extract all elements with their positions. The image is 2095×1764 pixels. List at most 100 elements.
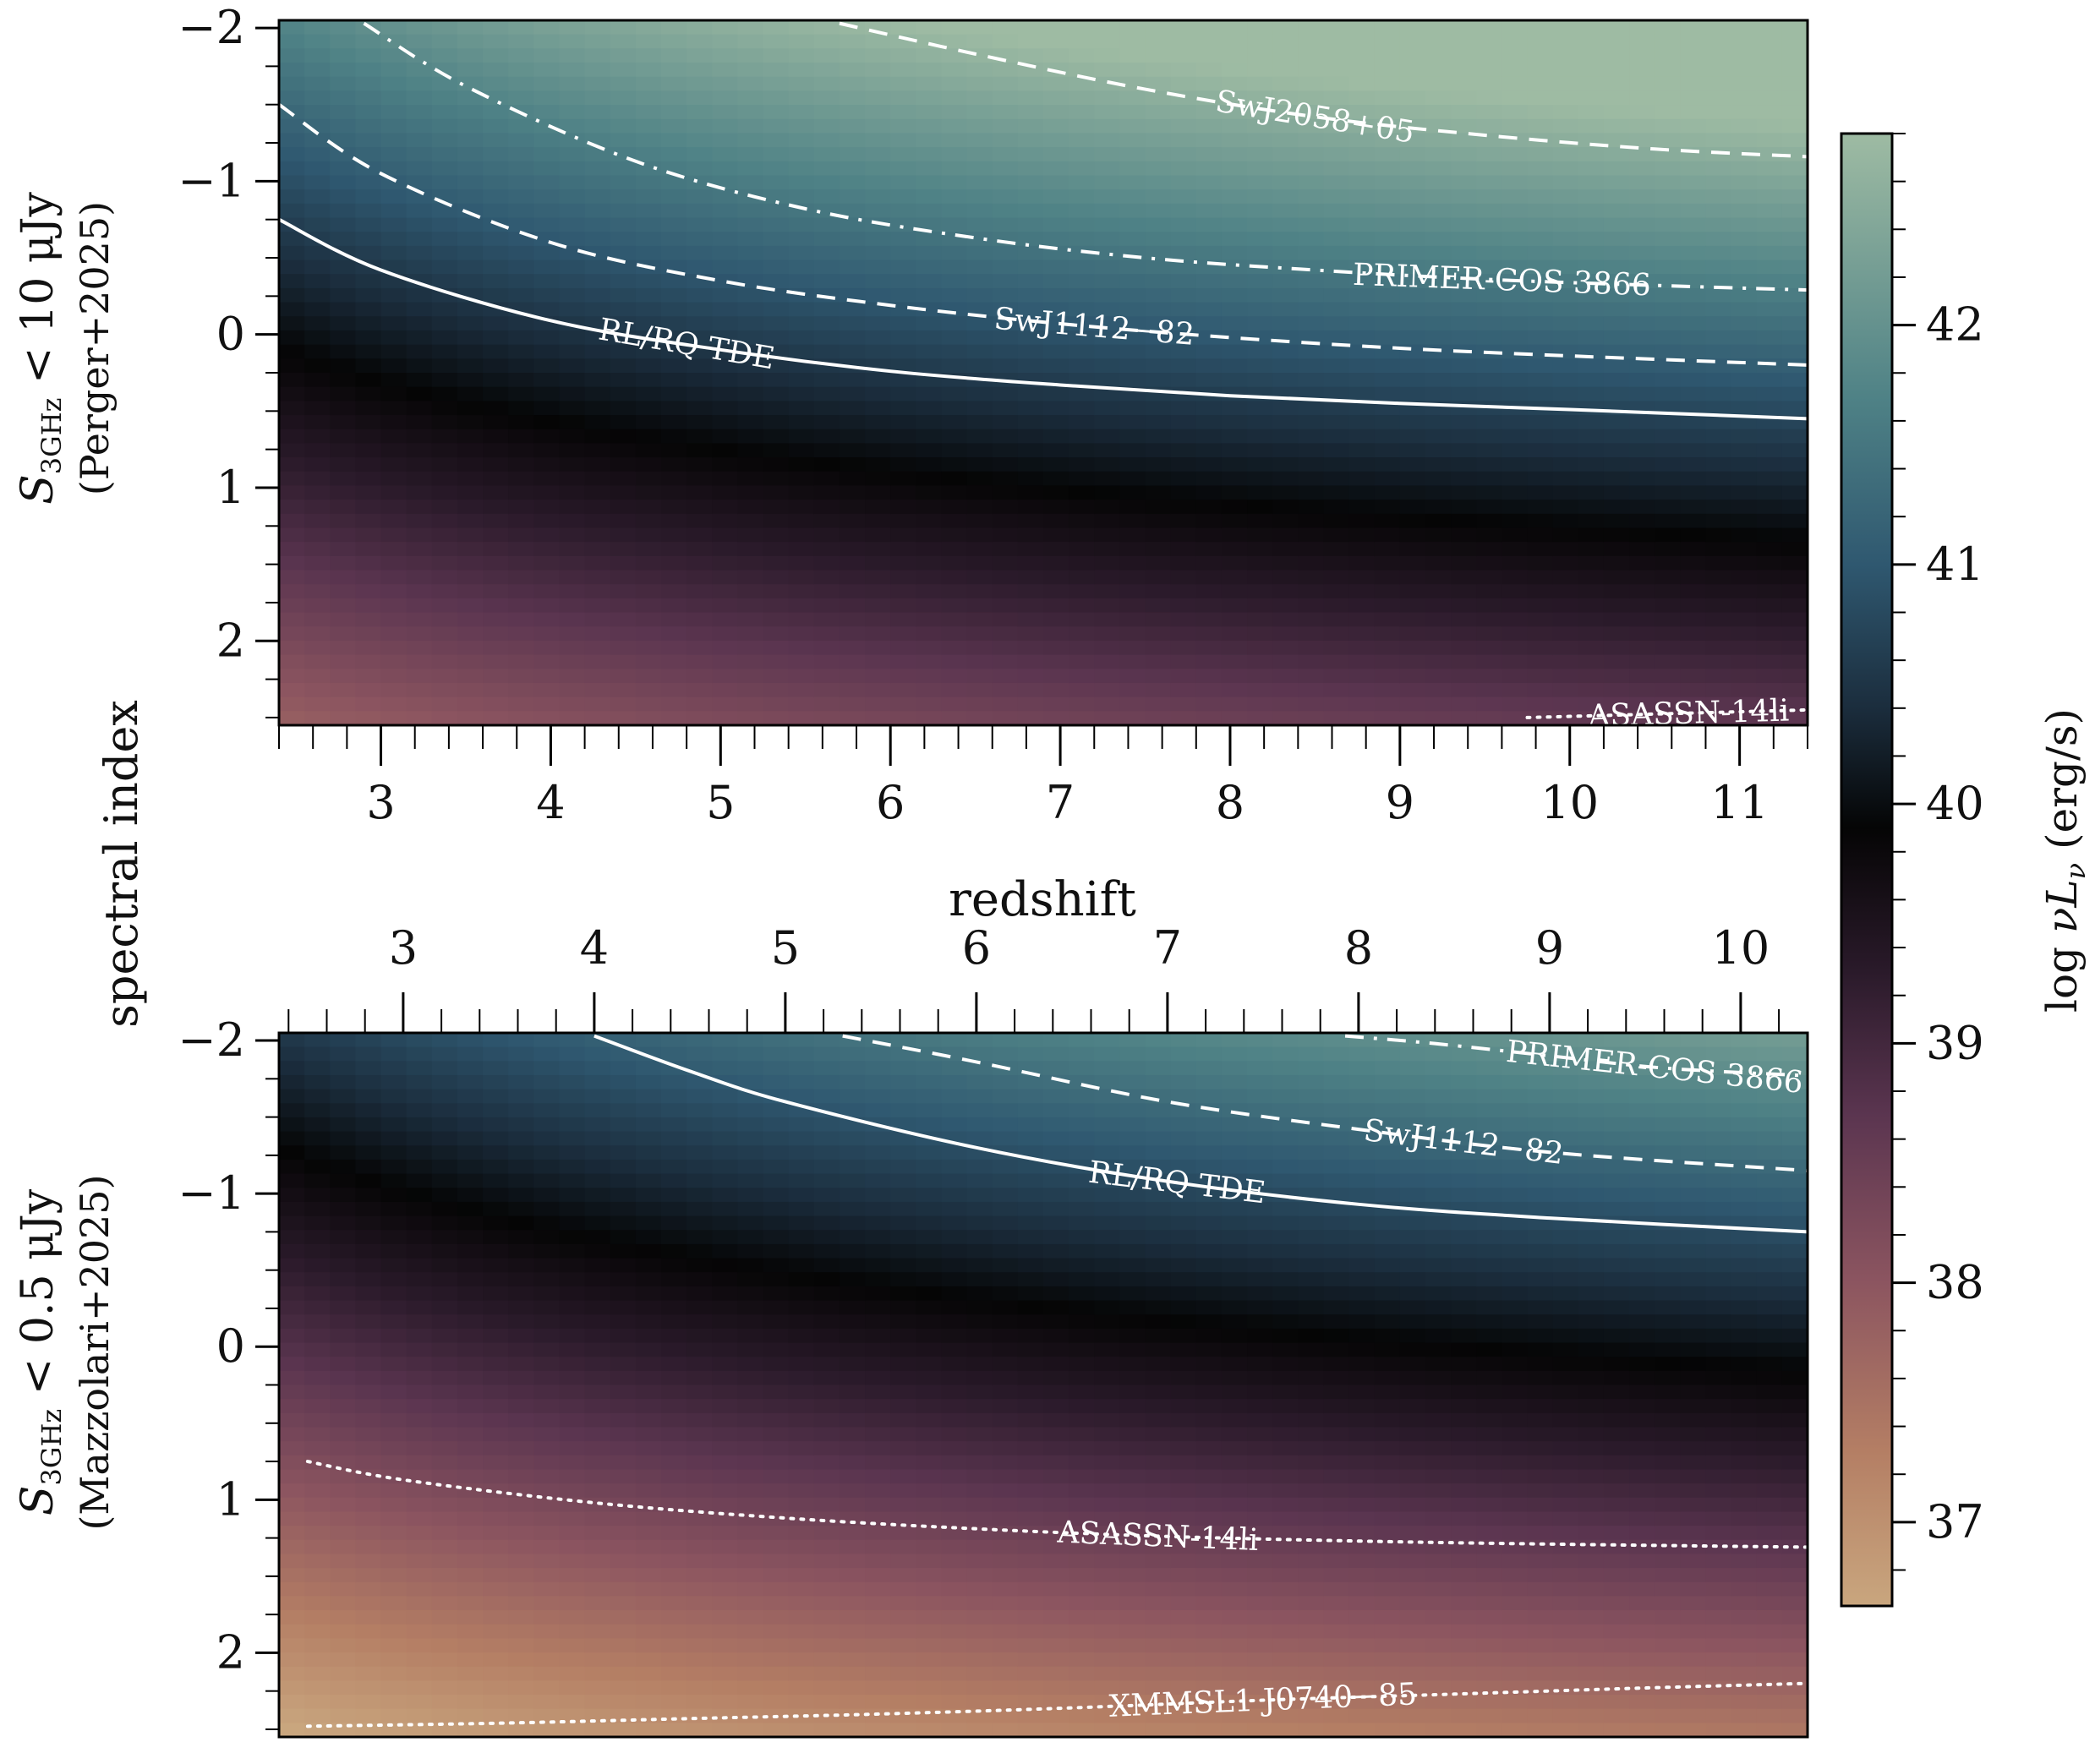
heatmap-cell — [1196, 119, 1223, 134]
heatmap-cell — [941, 330, 967, 345]
heatmap-cell — [457, 542, 484, 556]
heatmap-cell — [686, 1244, 713, 1259]
heatmap-cell — [381, 1469, 408, 1483]
heatmap-cell — [279, 571, 305, 585]
heatmap-cell — [737, 1314, 763, 1329]
heatmap-cell — [304, 1174, 331, 1188]
heatmap-cell — [1502, 316, 1528, 330]
heatmap-cell — [1171, 1329, 1197, 1343]
heatmap-cell — [1400, 457, 1426, 472]
heatmap-cell — [1298, 669, 1324, 683]
heatmap-cell — [941, 77, 967, 91]
heatmap-cell — [533, 1047, 560, 1062]
heatmap-cell — [1578, 35, 1605, 49]
heatmap-cell — [1655, 387, 1681, 401]
heatmap-cell — [1069, 429, 1095, 444]
heatmap-cell — [967, 556, 993, 571]
heatmap-cell — [1476, 204, 1502, 218]
heatmap-cell — [993, 485, 1019, 500]
heatmap-cell — [1247, 345, 1273, 359]
heatmap-cell — [1069, 133, 1095, 147]
heatmap-cell — [559, 626, 585, 641]
heatmap-cell — [712, 147, 738, 161]
heatmap-cell — [1222, 500, 1248, 514]
heatmap-cell — [355, 1540, 381, 1554]
heatmap-cell — [1400, 415, 1426, 429]
heatmap-cell — [1222, 542, 1248, 556]
heatmap-cell — [1171, 641, 1197, 655]
heatmap-cell — [840, 1174, 866, 1188]
heatmap-cell — [508, 274, 534, 288]
heatmap-cell — [330, 1174, 356, 1188]
heatmap-cell — [1247, 288, 1273, 303]
heatmap-cell — [789, 556, 815, 571]
heatmap-cell — [508, 1230, 534, 1244]
heatmap-cell — [1171, 35, 1197, 49]
heatmap-cell — [1451, 655, 1477, 669]
heatmap-cell — [1247, 303, 1273, 317]
heatmap-cell — [941, 246, 967, 260]
heatmap-cell — [1247, 218, 1273, 232]
heatmap-cell — [432, 1709, 458, 1723]
heatmap-cell — [814, 1174, 840, 1188]
heatmap-cell — [1222, 1483, 1248, 1498]
heatmap-cell — [1196, 401, 1223, 415]
heatmap-cell — [712, 1385, 738, 1400]
heatmap-cell — [993, 1526, 1019, 1540]
heatmap-cell — [1247, 274, 1273, 288]
heatmap-cell — [789, 20, 815, 35]
heatmap-cell — [1222, 1216, 1248, 1231]
heatmap-cell — [840, 1075, 866, 1090]
heatmap-cell — [457, 1033, 484, 1047]
heatmap-cell — [636, 1230, 662, 1244]
heatmap-cell — [636, 1680, 662, 1695]
heatmap-cell — [1272, 77, 1299, 91]
heatmap-cell — [1171, 1244, 1197, 1259]
heatmap-cell — [1119, 527, 1146, 542]
heatmap-cell — [1171, 63, 1197, 77]
heatmap-cell — [1094, 1582, 1120, 1597]
heatmap-cell — [381, 1483, 408, 1498]
heatmap-cell — [941, 1399, 967, 1413]
heatmap-cell — [814, 1568, 840, 1582]
heatmap-cell — [381, 542, 408, 556]
heatmap-cell — [432, 1103, 458, 1117]
heatmap-cell — [1425, 527, 1452, 542]
heatmap-cell — [1094, 105, 1120, 119]
heatmap-cell — [661, 1202, 687, 1216]
heatmap-cell — [1094, 401, 1120, 415]
heatmap-cell — [865, 1132, 891, 1146]
heatmap-cell — [1782, 204, 1808, 218]
heatmap-cell — [1272, 584, 1299, 598]
heatmap-cell — [1349, 387, 1376, 401]
heatmap-cell — [483, 1357, 509, 1371]
heatmap-cell — [1146, 288, 1172, 303]
heatmap-cell — [1196, 1272, 1223, 1286]
heatmap-cell — [840, 1554, 866, 1568]
heatmap-cell — [1323, 20, 1349, 35]
heatmap-cell — [533, 1413, 560, 1428]
heatmap-cell — [993, 1174, 1019, 1188]
heatmap-cell — [1476, 246, 1502, 260]
heatmap-cell — [1349, 147, 1376, 161]
heatmap-cell — [1146, 1610, 1172, 1625]
heatmap-cell — [1604, 119, 1630, 134]
heatmap-cell — [1400, 373, 1426, 387]
heatmap-cell — [508, 697, 534, 712]
heatmap-cell — [1782, 514, 1808, 528]
heatmap-cell — [1400, 204, 1426, 218]
heatmap-cell — [1375, 218, 1401, 232]
heatmap-cell — [1782, 613, 1808, 627]
heatmap-cell — [407, 1286, 433, 1301]
heatmap-cell — [789, 613, 815, 627]
heatmap-cell — [1171, 1399, 1197, 1413]
heatmap-cell — [737, 1132, 763, 1146]
heatmap-cell — [1018, 1216, 1044, 1231]
heatmap-cell — [763, 1117, 790, 1132]
heatmap-cell — [1146, 1145, 1172, 1160]
heatmap-cell — [1196, 485, 1223, 500]
heatmap-cell — [1119, 1301, 1146, 1315]
heatmap-cell — [1069, 1469, 1095, 1483]
heatmap-cell — [993, 1047, 1019, 1062]
heatmap-cell — [1119, 1441, 1146, 1455]
